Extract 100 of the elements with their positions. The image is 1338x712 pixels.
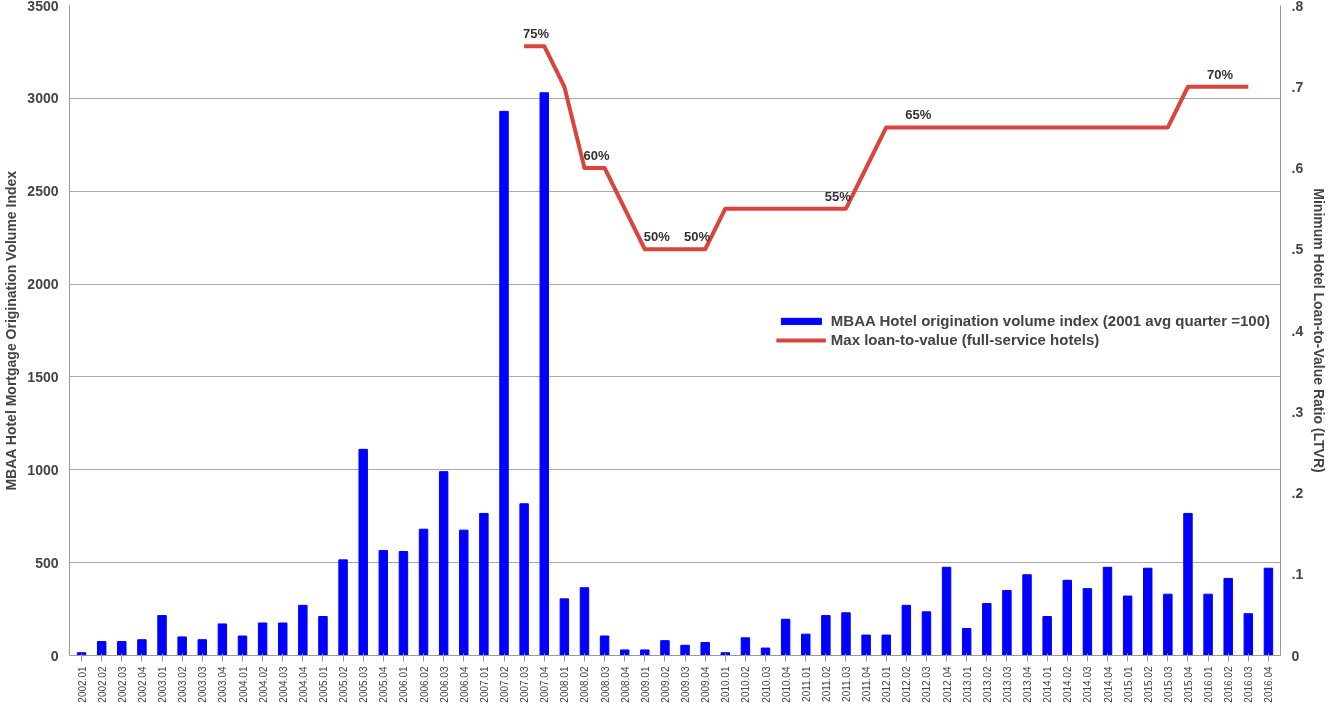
x-tick-label: 2012.02 (901, 666, 913, 703)
bar (398, 551, 409, 656)
x-tick-label: 2003.02 (177, 666, 189, 703)
y-tick-label: 3000 (27, 90, 59, 107)
bar (1062, 579, 1072, 656)
x-tick-label: 2009.02 (659, 666, 671, 703)
x-tick-label: 2013.01 (961, 666, 973, 703)
bar (1042, 616, 1052, 656)
y2-tick-label: 0 (1291, 647, 1300, 664)
x-tick-label: 2011.02 (820, 666, 832, 702)
data-label: 65% (905, 107, 932, 123)
bar (861, 634, 871, 656)
bar (197, 639, 207, 656)
bar (1183, 512, 1193, 656)
x-tick-label: 2013.02 (981, 666, 993, 703)
x-tick-label: 2014.03 (1082, 666, 1094, 703)
x-tick-label: 2002.01 (76, 666, 88, 703)
data-label: 55% (824, 188, 852, 204)
x-tick-label: 2004.02 (257, 666, 269, 703)
bar (901, 604, 912, 656)
x-tick-label: 2007.02 (499, 666, 511, 703)
x-tick-label: 2002.03 (116, 666, 128, 703)
y-tick-label: 1000 (27, 461, 59, 478)
bar (1263, 567, 1274, 656)
x-tick-label: 2006.03 (438, 666, 450, 703)
x-tick-label: 2005.03 (358, 666, 370, 703)
bar (1122, 595, 1133, 656)
x-tick-label: 2009.04 (700, 666, 712, 703)
x-tick-label: 2008.03 (599, 666, 611, 703)
x-tick-label: 2011.04 (861, 666, 873, 702)
bar (740, 637, 751, 656)
bar (881, 634, 891, 656)
x-tick-label: 2014.04 (1102, 666, 1114, 703)
x-tick-label: 2014.02 (1062, 666, 1074, 703)
bar (1243, 613, 1254, 656)
bar (619, 649, 630, 656)
bar (257, 622, 268, 656)
y2-tick-label: .4 (1291, 322, 1304, 339)
x-tick-label: 2004.01 (237, 666, 249, 703)
x-tick-label: 2015.04 (1182, 666, 1194, 703)
y2-axis-title: Minimum Hotel Loan-to-Value Ratio (LTVR) (1311, 188, 1328, 473)
bar (1163, 593, 1173, 656)
x-tick-label: 2006.01 (398, 666, 410, 703)
line-series (522, 44, 1251, 252)
x-tick-label: 2003.01 (157, 666, 169, 703)
x-tick-label: 2010.03 (760, 666, 772, 703)
x-tick-label: 2015.03 (1162, 666, 1174, 703)
y-tick-label: 1500 (27, 368, 59, 385)
x-tick-label: 2007.03 (519, 666, 531, 703)
y2-tick-label: .5 (1291, 241, 1304, 258)
x-tick-label: 2004.03 (277, 666, 289, 703)
x-tick-label: 2016.04 (1263, 666, 1275, 703)
x-tick-label: 2010.01 (720, 666, 732, 703)
bar (841, 612, 851, 656)
x-tick-label: 2002.02 (96, 666, 108, 703)
x-tick-label: 2014.01 (1042, 666, 1054, 703)
x-tick-label: 2013.03 (1001, 666, 1013, 703)
data-label: 70% (1207, 66, 1234, 82)
x-tick-label: 2004.04 (297, 666, 309, 703)
bar (96, 641, 107, 656)
bar (519, 503, 529, 656)
y-tick-label: 2000 (27, 276, 59, 293)
bar (479, 512, 489, 656)
x-tick-label: 2016.03 (1243, 666, 1255, 703)
bar (1022, 574, 1032, 656)
bar (418, 528, 429, 656)
bar (278, 622, 288, 656)
y2-tick-label: .7 (1291, 78, 1304, 95)
bar (217, 623, 228, 656)
x-tick-label: 2012.01 (881, 666, 893, 703)
x-tick-label: 2006.02 (418, 666, 430, 703)
x-tick-label: 2008.02 (579, 666, 591, 703)
data-label: 50% (684, 229, 711, 245)
bar (720, 652, 731, 656)
bar (358, 448, 368, 656)
x-tick-label: 2010.04 (780, 666, 792, 703)
y2-tick-label: .3 (1291, 403, 1304, 420)
y2-tick-label: .1 (1291, 566, 1304, 583)
bar (801, 633, 811, 656)
x-tick-label: 2007.01 (478, 666, 490, 703)
bar (1143, 567, 1153, 656)
y2-tick-label: .6 (1291, 160, 1304, 176)
bar (921, 611, 932, 656)
y-axis-title: MBAA Hotel Mortgage Origination Volume Index (3, 170, 20, 491)
bar (459, 529, 469, 656)
x-tick-label: 2006.04 (458, 666, 470, 703)
x-tick-label: 2002.04 (136, 666, 148, 703)
x-tick-label: 2011.03 (840, 666, 852, 702)
bar (137, 639, 147, 656)
bar (640, 649, 650, 656)
x-tick-label: 2003.04 (217, 666, 229, 703)
bar (680, 644, 690, 656)
bar (177, 636, 187, 656)
x-tick-label: 2005.01 (317, 666, 329, 703)
bar (559, 598, 570, 656)
x-tick-label: 2005.04 (378, 666, 390, 703)
bar (318, 616, 328, 656)
x-tick-label: 2012.04 (941, 666, 953, 703)
y-tick-label: 500 (35, 554, 59, 571)
bar (378, 550, 389, 656)
